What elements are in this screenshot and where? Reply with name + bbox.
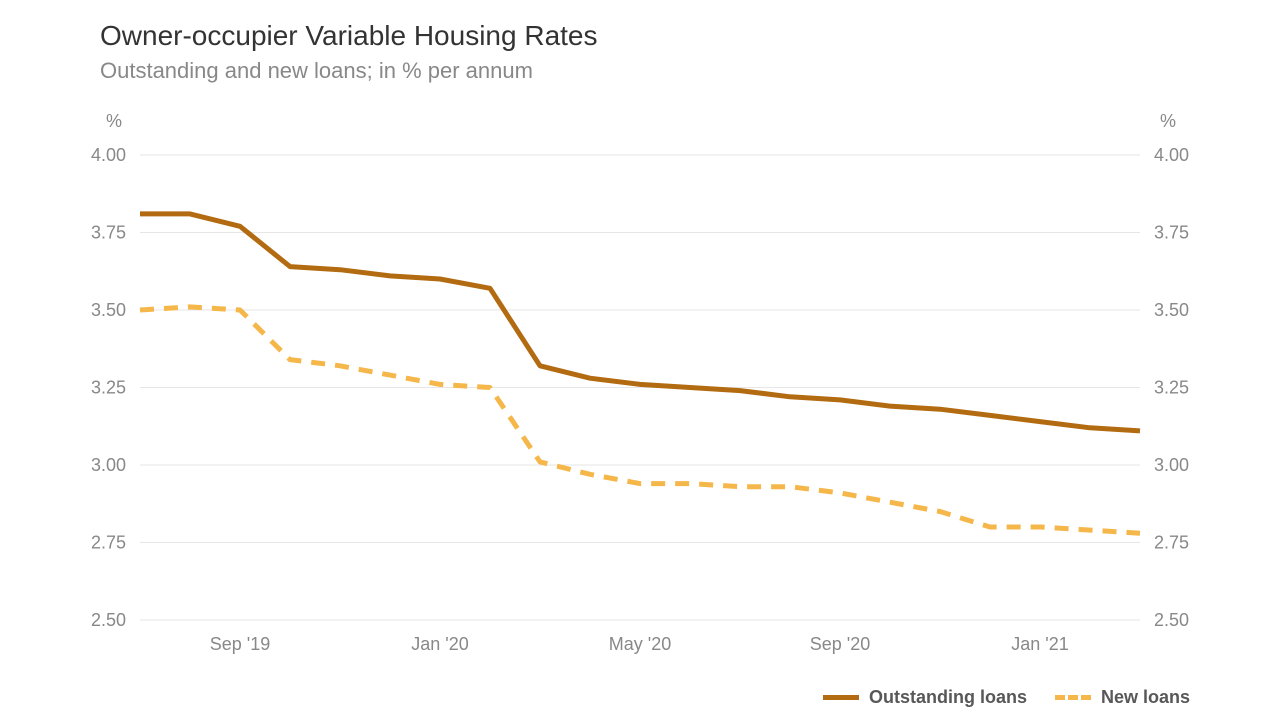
x-tick: Sep '19 (210, 634, 271, 654)
y-unit-right: % (1160, 111, 1176, 131)
y-tick-right: 3.50 (1154, 300, 1189, 320)
y-tick-right: 4.00 (1154, 145, 1189, 165)
legend-label-new: New loans (1101, 687, 1190, 708)
legend-item-new: New loans (1055, 687, 1190, 708)
series-outstanding-loans (140, 214, 1140, 431)
series-new-loans (140, 307, 1140, 533)
y-tick-left: 3.75 (91, 223, 126, 243)
legend: Outstanding loans New loans (823, 687, 1190, 708)
legend-label-outstanding: Outstanding loans (869, 687, 1027, 708)
x-tick: Jan '21 (1011, 634, 1068, 654)
y-tick-left: 3.00 (91, 455, 126, 475)
y-tick-right: 3.25 (1154, 378, 1189, 398)
y-tick-right: 3.75 (1154, 223, 1189, 243)
y-tick-left: 2.50 (91, 610, 126, 630)
x-tick: Jan '20 (411, 634, 468, 654)
legend-swatch-new (1055, 695, 1091, 700)
y-tick-left: 3.50 (91, 300, 126, 320)
y-tick-right: 2.75 (1154, 533, 1189, 553)
x-tick: May '20 (609, 634, 671, 654)
legend-item-outstanding: Outstanding loans (823, 687, 1027, 708)
y-tick-left: 3.25 (91, 378, 126, 398)
y-tick-right: 2.50 (1154, 610, 1189, 630)
y-unit-left: % (106, 111, 122, 131)
y-tick-right: 3.00 (1154, 455, 1189, 475)
legend-swatch-outstanding (823, 695, 859, 700)
y-tick-left: 2.75 (91, 533, 126, 553)
chart-container: Owner-occupier Variable Housing Rates Ou… (0, 0, 1280, 720)
x-tick: Sep '20 (810, 634, 871, 654)
chart-svg: 2.50 2.50 2.75 2.75 3.00 3.00 3.25 3.25 3.50 3.50… (0, 0, 1280, 720)
y-tick-left: 4.00 (91, 145, 126, 165)
